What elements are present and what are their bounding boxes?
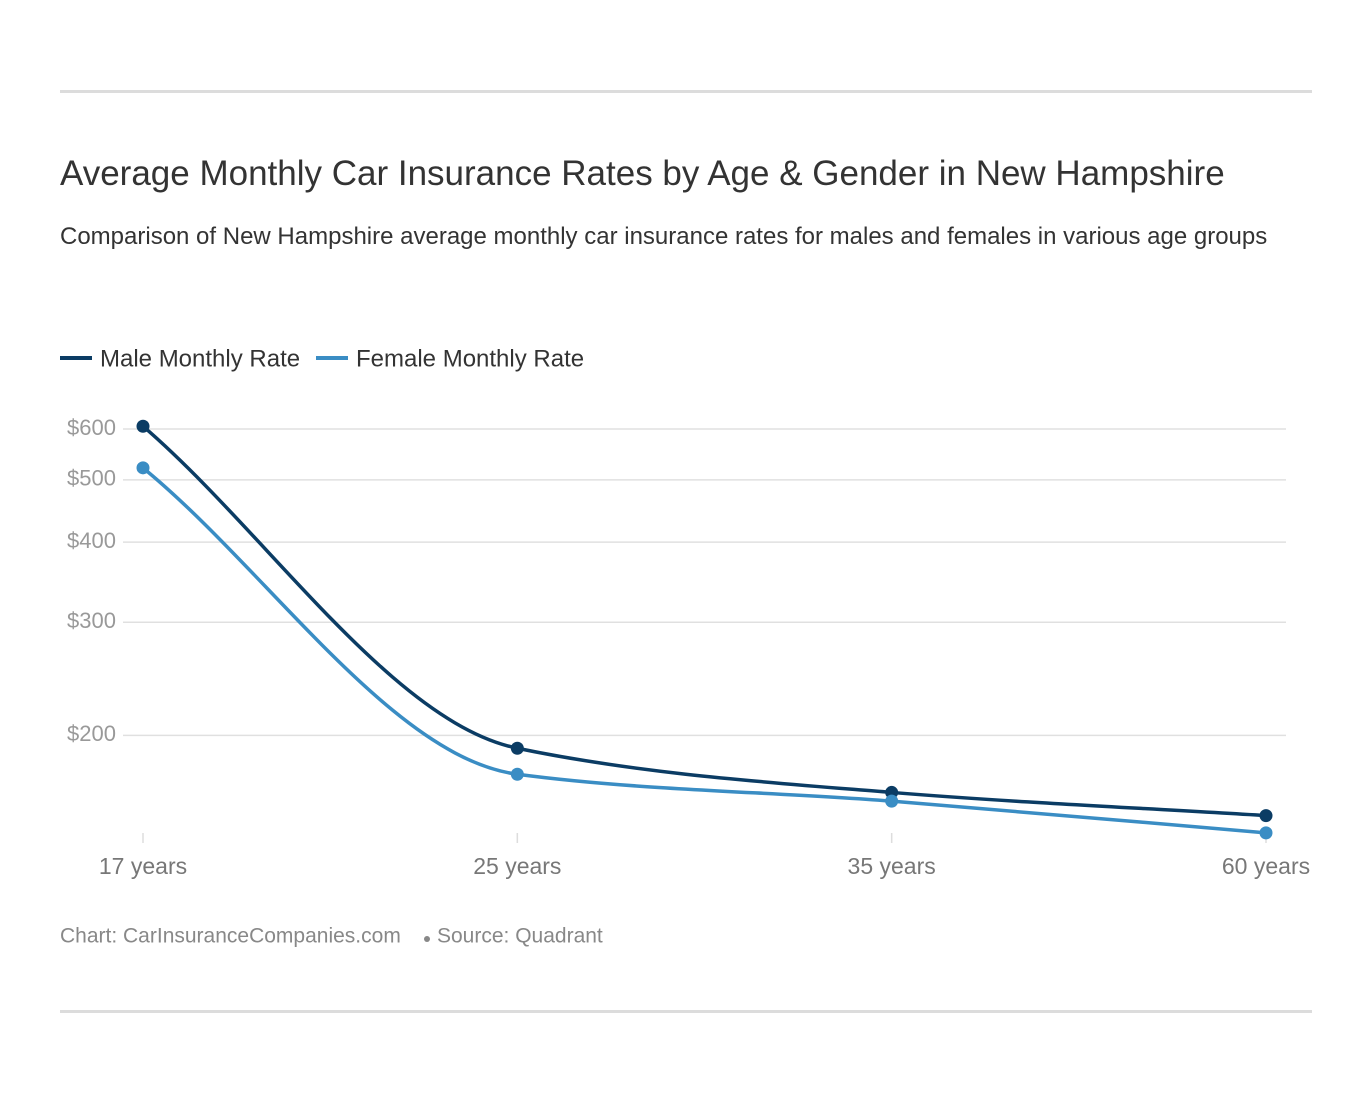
source: Source: Quadrant	[437, 925, 603, 948]
line	[141, 466, 1267, 835]
legend-label: Female Monthly Rate	[356, 345, 584, 372]
line	[141, 424, 1267, 818]
y-tick-label: $400	[67, 528, 116, 553]
chart-subtitle: Comparison of New Hampshire average mont…	[60, 223, 1268, 250]
bottom-rule	[60, 1010, 1312, 1013]
point	[510, 741, 524, 755]
separator-dot	[424, 936, 430, 942]
x-tick-label: 60 years	[1222, 853, 1310, 879]
point	[885, 794, 899, 808]
y-tick-label: $200	[67, 721, 116, 746]
credit: Chart: CarInsuranceCompanies.com	[60, 925, 401, 948]
point	[510, 767, 524, 781]
chart: Male Monthly Rate Female Monthly Rate Ch…	[60, 345, 1310, 948]
top-rule	[60, 90, 1312, 93]
y-tick-label: $300	[67, 608, 116, 633]
x-tick-label: 25 years	[473, 853, 561, 879]
x-tick-label: 17 years	[99, 853, 187, 879]
point	[136, 419, 150, 433]
y-tick-label: $500	[67, 466, 116, 491]
legend-label: Male Monthly Rate	[100, 345, 300, 372]
y-tick-label: $600	[67, 415, 116, 440]
point	[1259, 826, 1273, 840]
point	[136, 461, 150, 475]
point	[1259, 809, 1273, 823]
x-tick-label: 35 years	[848, 853, 936, 879]
chart-title: Average Monthly Car Insurance Rates by A…	[60, 154, 1225, 193]
